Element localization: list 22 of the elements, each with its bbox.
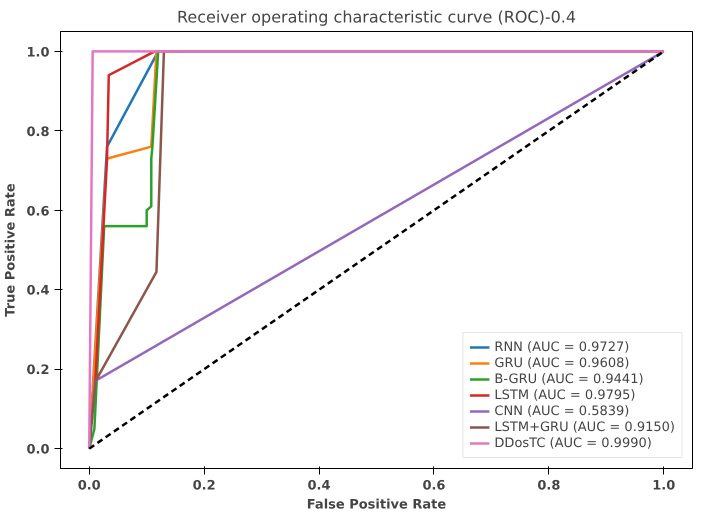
y-tick-label: 1.0 [26, 45, 50, 60]
x-tick-label: 0.0 [78, 478, 101, 494]
legend-label: LSTM+GRU (AUC = 0.9150) [494, 419, 675, 435]
x-tick-label: 0.4 [308, 478, 331, 494]
legend-label: CNN (AUC = 0.5839) [494, 403, 630, 419]
y-tick-label: 0.0 [26, 442, 50, 458]
y-tick-label: 0.2 [26, 363, 50, 378]
x-tick-label: 0.6 [422, 478, 446, 494]
legend-label: RNN (AUC = 0.9727) [494, 339, 630, 355]
y-axis-title: True Positive Rate [3, 183, 18, 317]
legend-label: DDosTC (AUC = 0.9990) [494, 435, 652, 451]
legend-label: GRU (AUC = 0.9608) [494, 355, 630, 371]
x-tick-label: 1.0 [652, 478, 676, 494]
legend-label: LSTM (AUC = 0.9795) [494, 387, 636, 403]
y-tick-label: 0.6 [26, 204, 50, 220]
x-tick-label: 0.8 [537, 478, 560, 494]
legend-label: B-GRU (AUC = 0.9441) [494, 371, 644, 387]
y-tick-label: 0.4 [26, 284, 50, 299]
x-axis-title: False Positive Rate [306, 498, 446, 512]
y-tick-label: 0.8 [26, 124, 50, 140]
x-tick-label: 0.2 [192, 478, 216, 494]
chart-title: Receiver operating characteristic curve (ROC)-0.4 [176, 8, 576, 26]
